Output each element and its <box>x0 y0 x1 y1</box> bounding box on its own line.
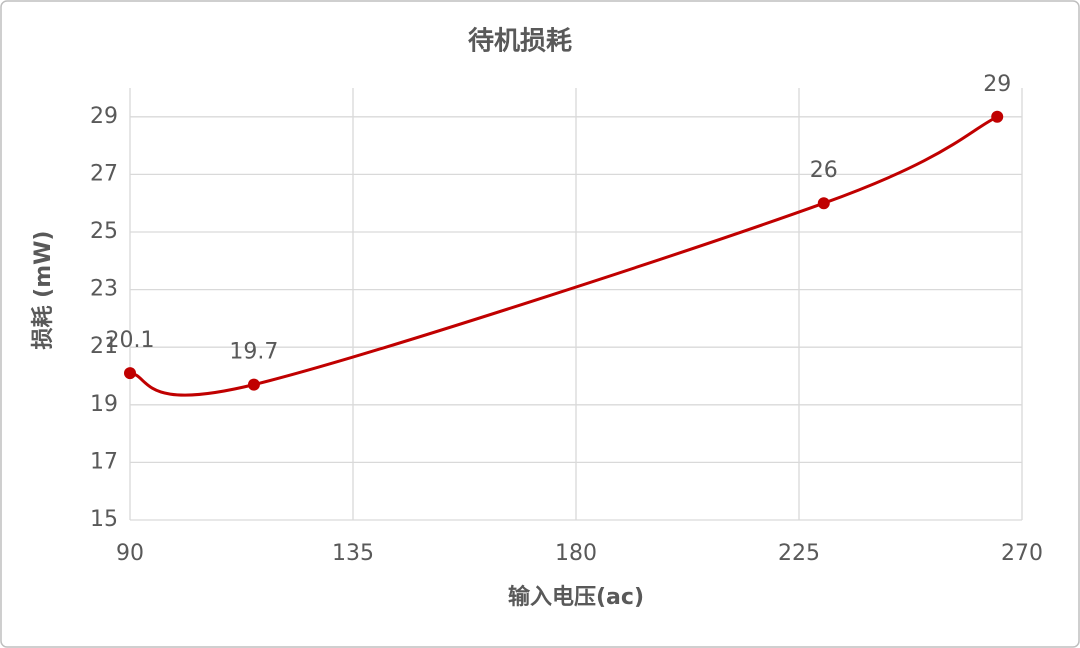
x-tick-label: 180 <box>555 541 597 566</box>
data-label: 26 <box>810 158 838 183</box>
y-axis-label: 损耗 (mW) <box>30 231 56 350</box>
x-tick-label: 225 <box>778 541 820 566</box>
data-point <box>817 197 830 210</box>
y-tick-label: 17 <box>90 449 118 474</box>
data-label: 29 <box>983 72 1011 97</box>
y-tick-label: 21 <box>90 334 118 359</box>
y-tick-label: 29 <box>90 104 118 129</box>
x-tick-label: 270 <box>1001 541 1043 566</box>
data-point <box>247 378 260 391</box>
chart-title: 待机损耗 <box>468 27 572 57</box>
y-tick-label: 19 <box>90 392 118 417</box>
x-tick-label: 90 <box>116 541 144 566</box>
data-label: 20.1 <box>106 328 155 353</box>
series-line <box>129 115 998 397</box>
x-tick-label: 135 <box>332 541 374 566</box>
data-point <box>991 110 1004 123</box>
y-tick-label: 15 <box>90 507 118 532</box>
data-label: 19.7 <box>229 340 278 365</box>
x-axis-label: 输入电压(ac) <box>508 584 644 610</box>
y-tick-label: 23 <box>90 277 118 302</box>
data-point <box>124 367 136 380</box>
y-tick-label: 25 <box>90 219 118 244</box>
y-tick-label: 27 <box>90 161 118 186</box>
